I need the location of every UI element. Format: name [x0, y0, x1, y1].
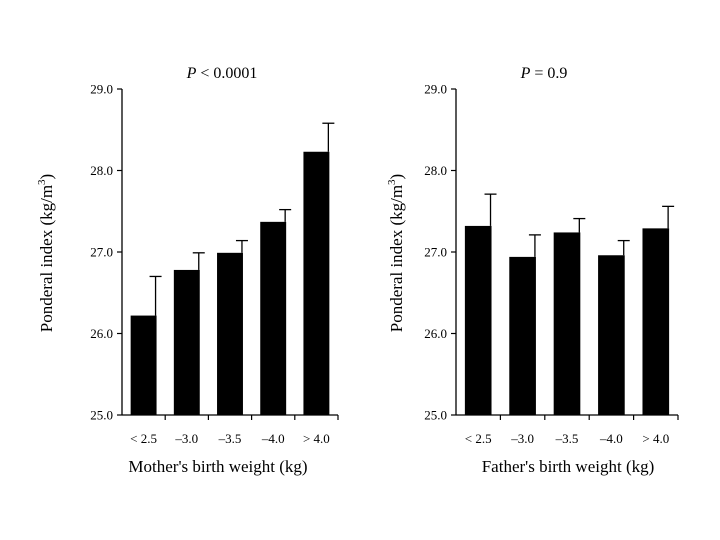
x-tick-label: > 4.0 — [303, 431, 330, 446]
title-p-symbol: P — [520, 65, 531, 82]
x-axis-label: Father's birth weight (kg) — [482, 457, 655, 476]
y-axis-label-sup: 3 — [386, 179, 398, 185]
x-axis-label: Mother's birth weight (kg) — [128, 457, 307, 476]
bar — [130, 315, 157, 415]
bar — [553, 232, 581, 415]
chart-title: P < 0.0001 — [186, 65, 258, 82]
y-tick-label: 27.0 — [424, 245, 447, 260]
title-p-symbol: P — [186, 65, 197, 82]
bar — [598, 255, 625, 415]
y-tick-labels: 29.0 28.0 27.0 26.0 25.0 — [90, 82, 122, 423]
x-tick-label: > 4.0 — [642, 431, 669, 446]
x-tick-label: –3.5 — [555, 431, 579, 446]
chart-title: P = 0.9 — [520, 65, 568, 82]
left-chart: P < 0.0001 Ponderal index (kg/m3) Mother… — [36, 65, 339, 476]
y-axis-label-main: Ponderal index (kg/m — [37, 185, 56, 332]
bar — [260, 221, 287, 415]
x-tick-labels: < 2.5 –3.0 –3.5 –4.0 > 4.0 — [130, 415, 339, 446]
y-axis-label-end: ) — [37, 174, 56, 180]
x-tick-labels: < 2.5 –3.0 –3.5 –4.0 > 4.0 — [465, 415, 679, 446]
x-tick-label: –3.0 — [510, 431, 534, 446]
title-p-value: = 0.9 — [530, 65, 567, 82]
bar — [303, 151, 330, 415]
y-axis-label-main: Ponderal index (kg/m — [387, 185, 406, 332]
bars — [464, 193, 675, 415]
y-tick-labels: 29.0 28.0 27.0 26.0 25.0 — [424, 82, 456, 423]
y-axis-label-end: ) — [387, 174, 406, 180]
y-axis-label-sup: 3 — [36, 179, 48, 185]
y-axis-label: Ponderal index (kg/m3) — [386, 174, 406, 332]
x-tick-label: –3.5 — [218, 431, 242, 446]
title-p-value: < 0.0001 — [196, 65, 257, 82]
y-tick-label: 25.0 — [90, 408, 113, 423]
x-tick-label: –4.0 — [599, 431, 623, 446]
y-tick-label: 26.0 — [90, 326, 113, 341]
right-chart: P = 0.9 Ponderal index (kg/m3) Father's … — [386, 65, 679, 476]
y-tick-label: 28.0 — [90, 163, 113, 178]
bar — [217, 252, 243, 415]
y-tick-label: 28.0 — [424, 163, 447, 178]
y-tick-label: 29.0 — [90, 82, 113, 97]
y-tick-label: 27.0 — [90, 245, 113, 260]
y-tick-label: 25.0 — [424, 408, 447, 423]
y-tick-label: 29.0 — [424, 82, 447, 97]
bar — [464, 225, 492, 415]
y-axis-label: Ponderal index (kg/m3) — [36, 174, 56, 332]
y-tick-label: 26.0 — [424, 326, 447, 341]
x-tick-label: –3.0 — [174, 431, 198, 446]
bar — [642, 228, 670, 415]
x-tick-label: –4.0 — [261, 431, 285, 446]
bar — [173, 269, 200, 415]
bars — [130, 122, 335, 415]
x-tick-label: < 2.5 — [465, 431, 492, 446]
bar — [509, 256, 536, 415]
x-tick-label: < 2.5 — [130, 431, 157, 446]
